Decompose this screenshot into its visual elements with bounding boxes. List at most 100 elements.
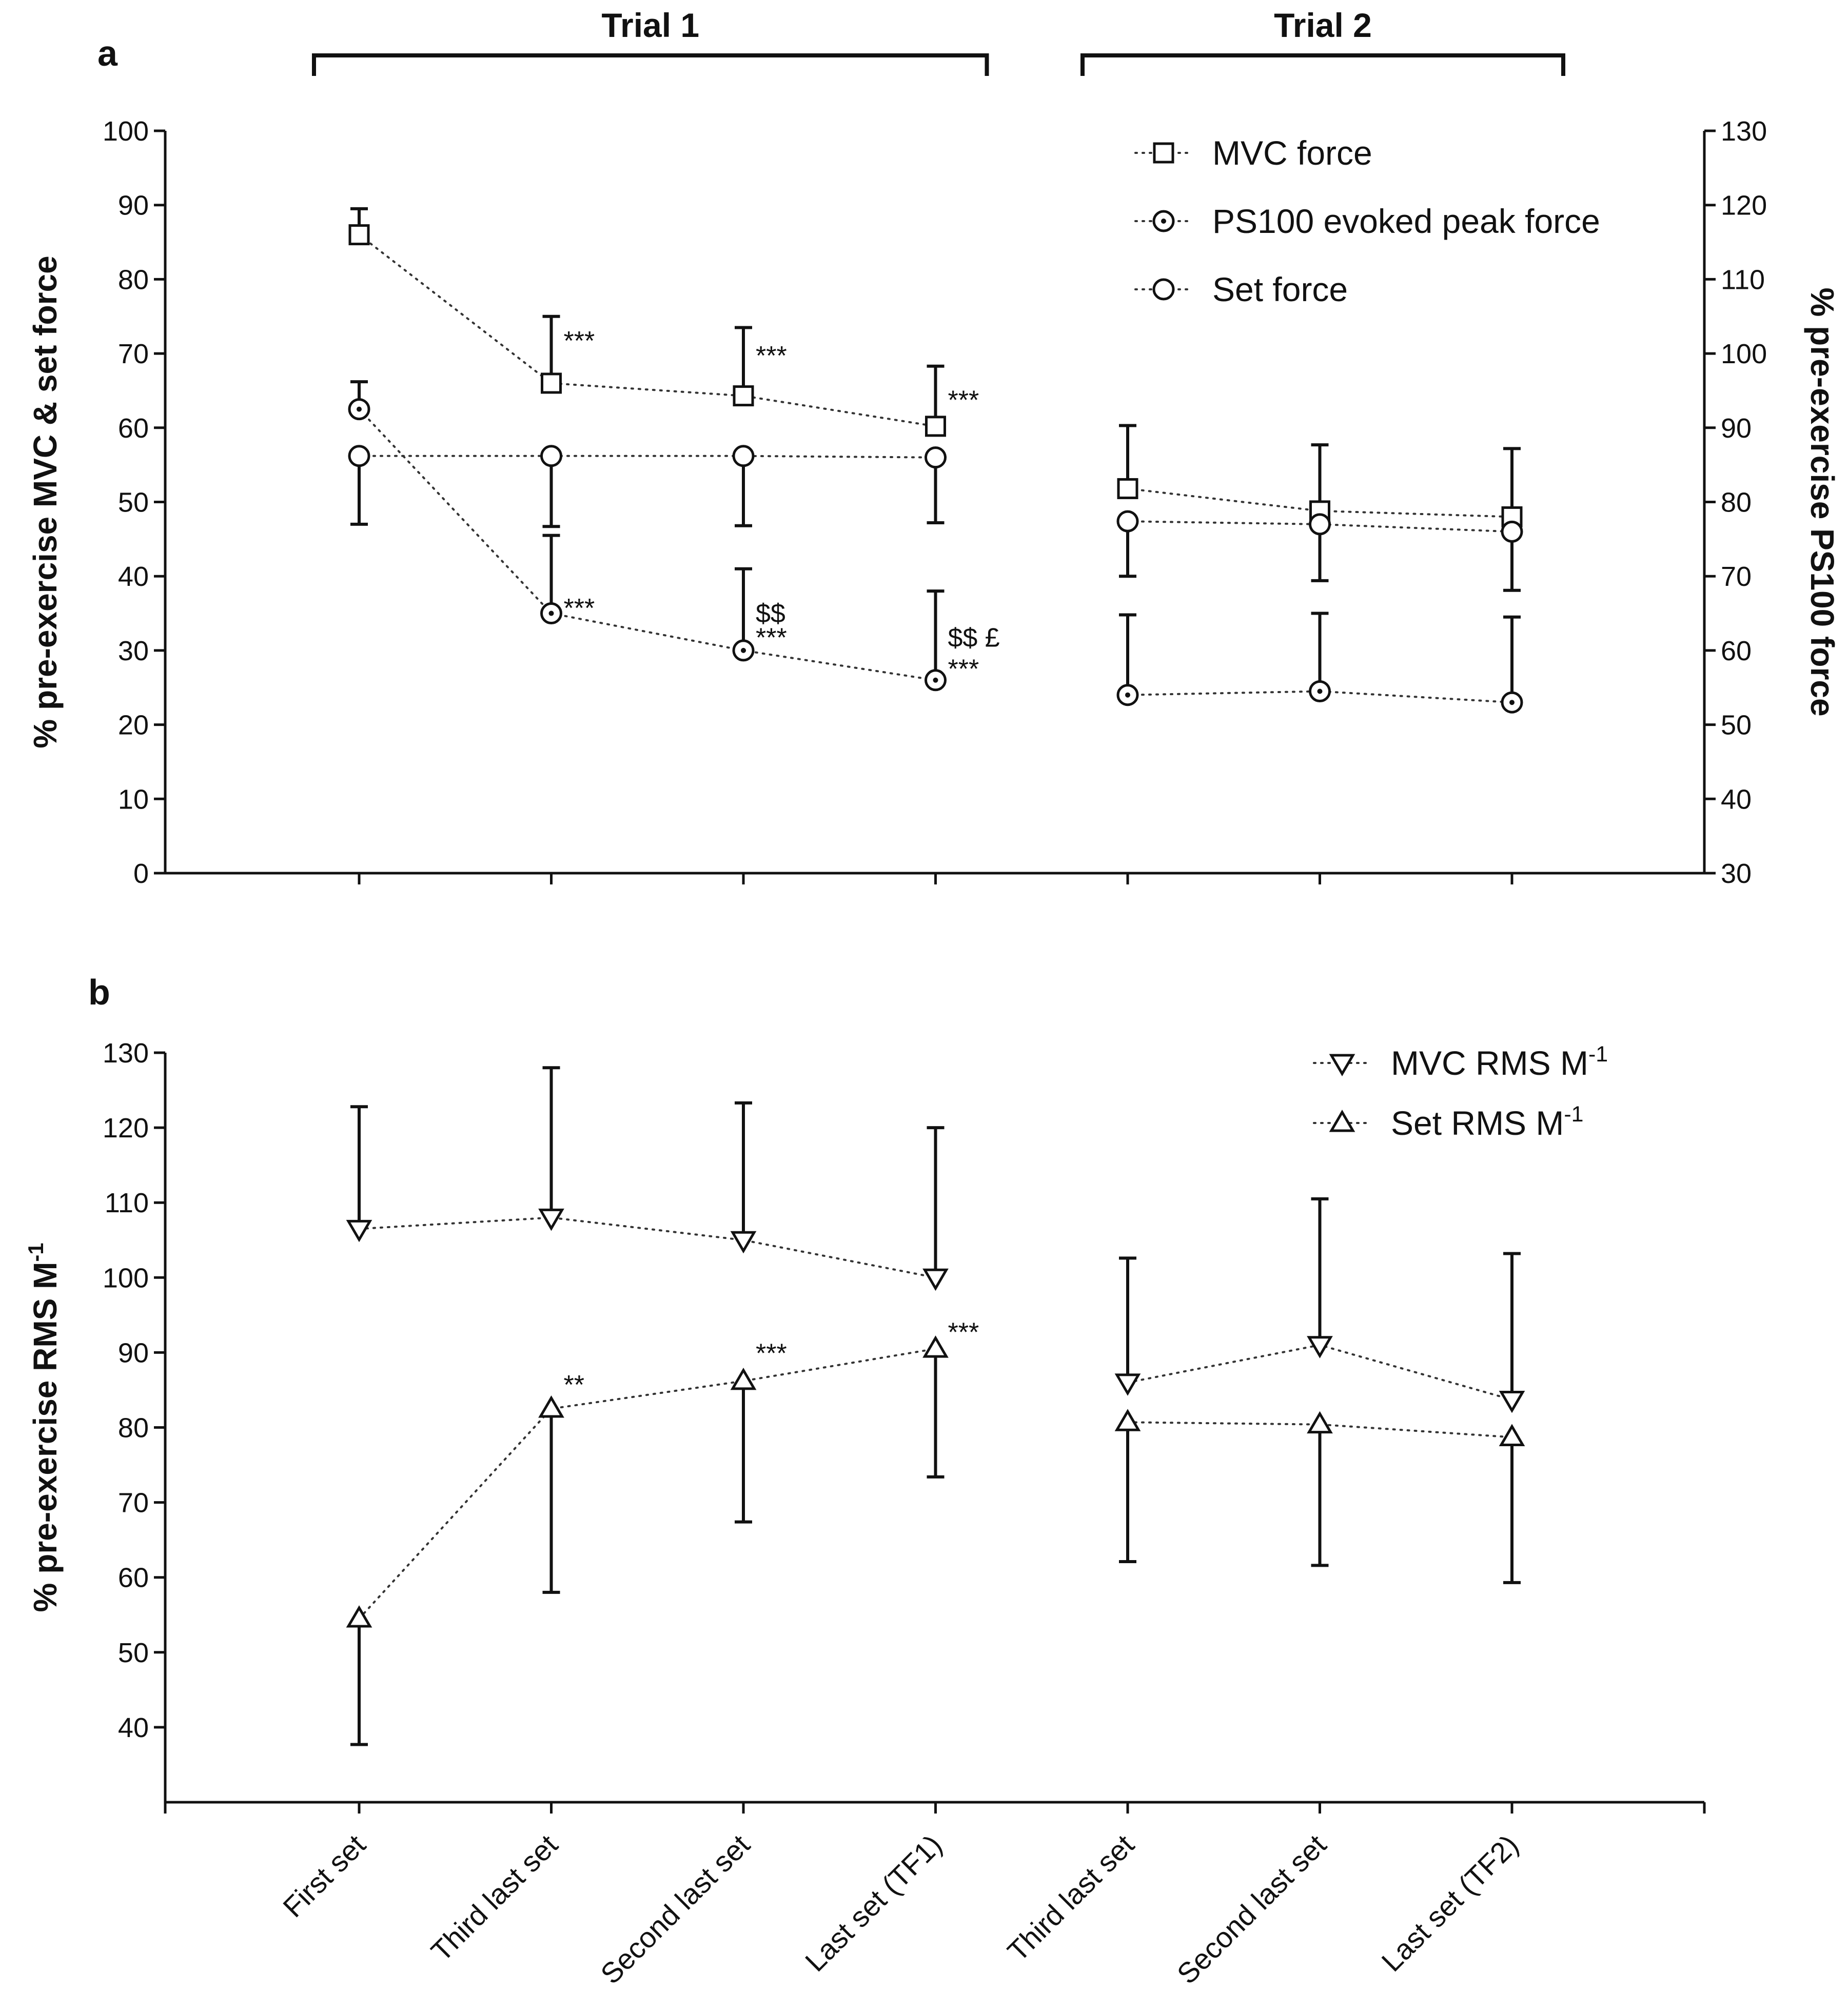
y-axis-title: % pre-exercise MVC & set force (27, 255, 64, 748)
data-point (732, 445, 755, 467)
y-tick-label: 30 (118, 636, 149, 666)
y2-tick-label: 70 (1721, 561, 1752, 592)
significance-label: ** (564, 1370, 584, 1400)
legend-marker (1152, 278, 1175, 301)
series-line (358, 1348, 937, 1620)
data-point (1307, 1336, 1333, 1358)
y-tick-label: 60 (118, 413, 149, 444)
significance-label: $$ (756, 599, 785, 628)
data-point (925, 416, 946, 437)
data-point (925, 669, 947, 692)
y2-tick-label: 40 (1721, 784, 1752, 815)
data-point (1501, 520, 1523, 543)
y-tick-label: 70 (118, 1488, 149, 1519)
data-point-dot (1317, 688, 1323, 694)
significance-label: *** (564, 594, 595, 623)
series-mvc-rms-m (346, 1066, 1525, 1413)
legend-label: Set RMS M-1 (1391, 1102, 1584, 1142)
y2-tick-label: 50 (1721, 710, 1752, 741)
legend-marker-dot (1161, 219, 1166, 224)
data-point-dot (741, 647, 746, 653)
trial-bracket (1080, 53, 1565, 76)
significance-label: *** (564, 326, 595, 356)
panel-label: a (97, 33, 118, 73)
y-tick-label: 80 (118, 264, 149, 295)
y-tick-label: 0 (133, 858, 149, 889)
y2-tick-label: 80 (1721, 487, 1752, 518)
y-tick-label: 50 (118, 1638, 149, 1668)
y-tick-label: 110 (105, 1188, 149, 1218)
y-tick-label: 50 (118, 487, 149, 518)
series-line (358, 233, 937, 427)
data-point (540, 602, 562, 625)
significance-label: *** (948, 654, 979, 684)
y2-tick-label: 130 (1721, 116, 1767, 147)
legend: MVC RMS M-1 Set RMS M-1 (1313, 1042, 1608, 1142)
panel-a: 0 10 20 30 40 50 60 70 80 90 100 % pre-exercise MVC… (27, 6, 1841, 889)
y2-tick-label: 110 (1721, 264, 1765, 295)
legend-marker (1152, 210, 1175, 232)
y-tick-label: 120 (103, 1113, 149, 1144)
data-point-dot (1509, 700, 1515, 705)
y-tick-label: 130 (103, 1038, 149, 1069)
significance-label: *** (948, 386, 979, 416)
series-line (358, 455, 937, 459)
trial-label: Trial 2 (1274, 6, 1372, 44)
y2-tick-label: 90 (1721, 413, 1752, 444)
y2-tick-label: 120 (1721, 190, 1767, 221)
y-tick-label: 20 (118, 710, 149, 741)
category-label: Last set (TF1) (799, 1828, 948, 1978)
data-point (538, 1208, 564, 1231)
y-tick-label: 70 (118, 339, 149, 369)
data-point (922, 1335, 949, 1358)
legend-label: Set force (1212, 270, 1348, 308)
y2-tick-label: 30 (1721, 858, 1752, 889)
data-point (925, 446, 947, 469)
series-line (358, 408, 937, 681)
data-point (1307, 1411, 1333, 1434)
category-label: First set (277, 1828, 372, 1924)
legend-marker (1329, 1110, 1355, 1132)
data-point (733, 385, 754, 407)
data-point (1501, 691, 1523, 714)
series-ps100-evoked-peak-force (348, 380, 1523, 714)
data-point (732, 639, 755, 662)
data-point-dot (548, 610, 554, 616)
y-tick-label: 40 (118, 561, 149, 592)
category-label: Second last set (594, 1828, 756, 1991)
y-tick-label: 40 (118, 1712, 149, 1743)
data-point (1309, 680, 1331, 702)
legend: MVC force PS100 evoked peak force Set forc… (1134, 134, 1600, 308)
significance-label: $$ £ (948, 623, 1000, 653)
data-point (348, 398, 370, 421)
data-point (348, 224, 370, 246)
series-set-rms-m (346, 1335, 1525, 1746)
category-label: Third last set (425, 1828, 564, 1968)
y2-axis-title: % pre-exercise PS100 force (1804, 287, 1841, 716)
legend-marker (1329, 1054, 1355, 1076)
data-point (1309, 513, 1331, 536)
legend-label: MVC force (1212, 134, 1372, 172)
data-point-dot (1125, 692, 1130, 698)
category-label: Second last set (1171, 1828, 1333, 1991)
series-line (1127, 1421, 1513, 1438)
data-point-dot (933, 677, 938, 683)
y-tick-label: 80 (118, 1413, 149, 1444)
data-point (922, 1268, 949, 1291)
series-line (358, 1216, 937, 1279)
y-tick-label: 90 (118, 190, 149, 221)
series-line (1127, 690, 1513, 704)
y-tick-label: 90 (118, 1337, 149, 1368)
category-labels: First set Third last set Second last set La… (277, 1828, 1524, 1991)
data-point-dot (357, 406, 362, 412)
data-point (1116, 510, 1139, 533)
data-point (348, 445, 370, 467)
y-tick-label: 100 (103, 1263, 149, 1293)
data-point (538, 1395, 564, 1418)
y2-tick-label: 60 (1721, 636, 1752, 666)
data-point (541, 372, 562, 394)
data-point (1499, 1424, 1525, 1446)
data-point (1114, 1373, 1141, 1396)
data-point (346, 1219, 372, 1243)
